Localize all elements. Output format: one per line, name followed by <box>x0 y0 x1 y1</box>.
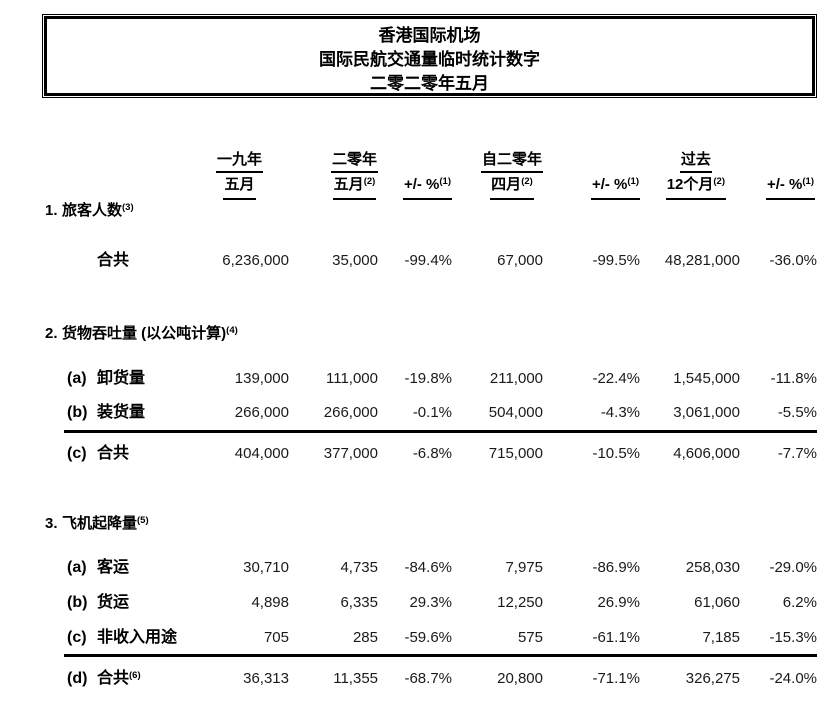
value-pct-1: 29.3% <box>409 594 452 611</box>
airport-title: 香港国际机场 <box>378 26 481 45</box>
value-may19: 266,000 <box>234 404 289 421</box>
value-may19: 6,236,000 <box>222 252 289 269</box>
value-past12: 61,060 <box>694 594 740 611</box>
total-rule-cargo <box>64 430 817 433</box>
value-may19: 139,000 <box>234 370 289 387</box>
total-rule-movements <box>64 654 817 657</box>
value-past12: 4,606,000 <box>673 445 740 462</box>
value-pct-2: -10.5% <box>592 445 640 462</box>
value-since-apr20: 504,000 <box>488 404 543 421</box>
table-row-movements-non-revenue: (c) 非收入用途 705 285 -59.6% 575 -61.1% 7,185… <box>42 628 817 648</box>
header-col-since-apr20: 自二零年 四月(2) <box>452 148 543 200</box>
value-may20: 285 <box>352 629 378 646</box>
table-row-movements-passenger: (a) 客运 30,710 4,735 -84.6% 7,975 -86.9% 2… <box>42 558 817 578</box>
section-2-title: 2. 货物吞吐量 (以公吨计算)(4) <box>45 325 238 342</box>
value-since-apr20: 7,975 <box>505 559 543 576</box>
table-header-row: 一九年 五月 二零年 五月(2) +/- %(1) 自二零年 四月(2) +/-… <box>42 148 817 200</box>
value-pct-2: -4.3% <box>600 404 640 421</box>
table-row-cargo-unloaded: (a) 卸货量 139,000 111,000 -19.8% 211,000 -2… <box>42 369 817 389</box>
value-may20: 111,000 <box>326 370 378 387</box>
value-pct-1: -19.8% <box>404 370 452 387</box>
value-may19: 30,710 <box>243 559 289 576</box>
row-label: (c) 非收入用途 <box>67 629 178 646</box>
value-past12: 7,185 <box>702 629 740 646</box>
value-pct-3: -29.0% <box>769 559 817 576</box>
value-pct-3: 6.2% <box>782 594 817 611</box>
value-past12: 48,281,000 <box>664 252 740 269</box>
header-col-pct-1: +/- %(1) <box>378 148 452 200</box>
value-pct-1: -84.6% <box>404 559 452 576</box>
row-label: (b) 装货量 <box>67 404 146 421</box>
value-since-apr20: 715,000 <box>488 445 543 462</box>
value-pct-3: -11.8% <box>770 370 817 387</box>
header-col-may19: 一九年 五月 <box>190 148 289 200</box>
header-col-pct-3: +/- %(1) <box>740 148 817 200</box>
value-pct-3: -36.0% <box>769 252 817 269</box>
value-pct-1: -6.8% <box>412 445 452 462</box>
value-pct-3: -15.3% <box>769 629 817 646</box>
value-past12: 3,061,000 <box>673 404 740 421</box>
value-pct-1: -99.4% <box>404 252 452 269</box>
document-subtitle: 国际民航交通量临时统计数字 <box>319 50 540 69</box>
value-since-apr20: 211,000 <box>489 370 543 387</box>
header-spacer <box>42 148 190 200</box>
value-pct-3: -7.7% <box>777 445 817 462</box>
value-past12: 258,030 <box>685 559 740 576</box>
value-may20: 35,000 <box>332 252 378 269</box>
value-pct-2: 26.9% <box>597 594 640 611</box>
value-pct-3: -24.0% <box>769 670 817 687</box>
table-row-passengers-total: 合共 6,236,000 35,000 -99.4% 67,000 -99.5%… <box>42 251 817 271</box>
row-label: 合共 <box>97 252 130 269</box>
value-may19: 705 <box>263 629 289 646</box>
row-label: (a) 卸货量 <box>67 370 146 387</box>
value-may19: 4,898 <box>251 594 289 611</box>
row-label: (d) 合共(6) <box>67 670 141 687</box>
value-pct-2: -71.1% <box>592 670 640 687</box>
value-pct-1: -68.7% <box>404 670 452 687</box>
value-pct-1: -59.6% <box>404 629 452 646</box>
report-month: 二零二零年五月 <box>370 74 489 93</box>
value-may20: 377,000 <box>323 445 378 462</box>
header-col-pct-2: +/- %(1) <box>543 148 640 200</box>
value-since-apr20: 575 <box>517 629 543 646</box>
header-col-past-12-months: 过去 12个月(2) <box>640 148 740 200</box>
header-col-may20: 二零年 五月(2) <box>289 148 378 200</box>
row-label: (b) 货运 <box>67 594 130 611</box>
value-since-apr20: 12,250 <box>497 594 543 611</box>
value-may20: 6,335 <box>340 594 378 611</box>
table-row-movements-cargo: (b) 货运 4,898 6,335 29.3% 12,250 26.9% 61,… <box>42 593 817 613</box>
value-pct-2: -99.5% <box>592 252 640 269</box>
value-may19: 404,000 <box>234 445 289 462</box>
title-box: 香港国际机场 国际民航交通量临时统计数字 二零二零年五月 <box>42 14 817 98</box>
table-row-cargo-total: (c) 合共 404,000 377,000 -6.8% 715,000 -10.… <box>42 444 817 464</box>
section-1-title: 1. 旅客人数(3) <box>45 202 134 219</box>
table-row-cargo-loaded: (b) 装货量 266,000 266,000 -0.1% 504,000 -4.… <box>42 403 817 423</box>
value-past12: 326,275 <box>685 670 740 687</box>
value-pct-2: -86.9% <box>592 559 640 576</box>
value-may20: 4,735 <box>340 559 378 576</box>
value-pct-3: -5.5% <box>777 404 817 421</box>
value-may19: 36,313 <box>243 670 289 687</box>
value-may20: 11,355 <box>333 670 378 687</box>
value-since-apr20: 20,800 <box>497 670 543 687</box>
row-label: (c) 合共 <box>67 445 130 462</box>
value-past12: 1,545,000 <box>673 370 740 387</box>
table-row-movements-total: (d) 合共(6) 36,313 11,355 -68.7% 20,800 -71… <box>42 669 817 689</box>
value-since-apr20: 67,000 <box>497 252 543 269</box>
section-3-title: 3. 飞机起降量(5) <box>45 515 149 532</box>
value-pct-1: -0.1% <box>412 404 452 421</box>
value-pct-2: -22.4% <box>592 370 640 387</box>
row-label: (a) 客运 <box>67 559 130 576</box>
value-may20: 266,000 <box>323 404 378 421</box>
value-pct-2: -61.1% <box>592 629 640 646</box>
